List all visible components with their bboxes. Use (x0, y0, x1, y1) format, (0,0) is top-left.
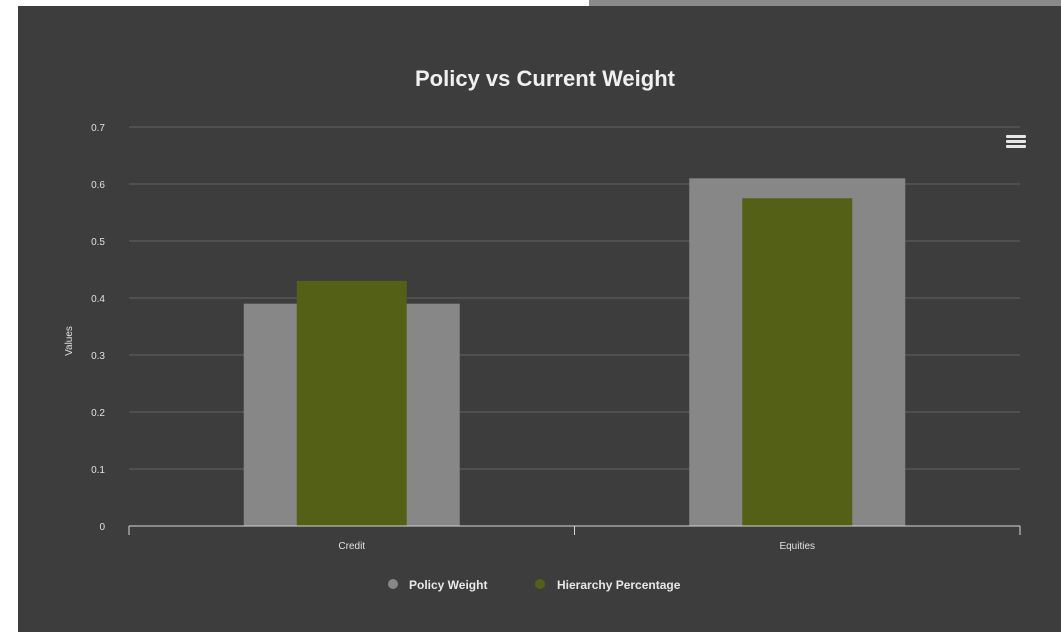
axes: 0 0.1 0.2 0.3 0.4 0.5 0.6 0.7 Credit Equities (91, 123, 1021, 552)
x-tick-label-equities: Equities (779, 541, 815, 552)
bar-hierarchy-percentage-credit[interactable] (296, 280, 407, 526)
y-tick-label-6: 0.6 (91, 180, 105, 191)
y-tick-label-3: 0.3 (91, 351, 105, 362)
y-tick-label-0: 0 (99, 522, 105, 533)
y-tick-label-5: 0.5 (91, 237, 105, 248)
menu-icon-line-middle (1006, 140, 1026, 143)
legend-policy-weight[interactable]: Policy Weight (388, 578, 487, 592)
hamburger-menu-icon[interactable] (1006, 133, 1028, 151)
x-tick-label-credit: Credit (338, 541, 365, 552)
y-tick-label-4: 0.4 (91, 294, 105, 305)
legend-hierarchy-percentage-marker (535, 579, 545, 589)
legend-policy-weight-marker (388, 579, 398, 589)
legend-policy-weight-label: Policy Weight (409, 578, 487, 592)
y-tick-label-2: 0.2 (91, 408, 105, 419)
bars (243, 178, 906, 527)
chart-title: Policy vs Current Weight (415, 66, 676, 91)
y-tick-label-7: 0.7 (91, 123, 105, 134)
menu-icon-line-bottom (1006, 145, 1026, 148)
legend[interactable]: Policy Weight Hierarchy Percentage (388, 578, 681, 592)
legend-hierarchy-percentage[interactable]: Hierarchy Percentage (535, 578, 681, 592)
legend-hierarchy-percentage-label: Hierarchy Percentage (557, 578, 681, 592)
bar-hierarchy-percentage-equities[interactable] (742, 198, 853, 526)
y-tick-label-1: 0.1 (91, 465, 105, 476)
menu-icon-line-top (1006, 135, 1026, 138)
y-axis-label: Values (64, 326, 75, 356)
top-strip (589, 0, 1061, 6)
